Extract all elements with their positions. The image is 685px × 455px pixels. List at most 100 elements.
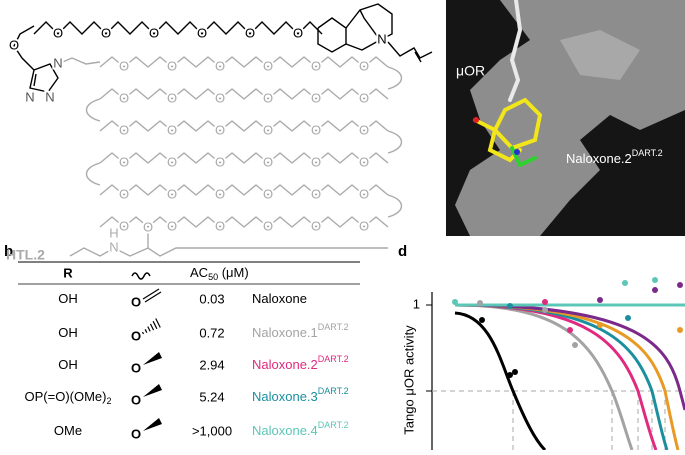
ac50-value: 2.94: [199, 357, 224, 372]
atom-label: O: [119, 218, 129, 233]
dose-response-plot: 1 Tango μOR activity: [401, 277, 685, 452]
ac50-value: 0.03: [199, 291, 224, 306]
tag-label: HTL.2: [6, 247, 45, 263]
ac-sub: 50: [208, 272, 218, 282]
bond: [144, 329, 148, 333]
atom-label: O: [311, 186, 321, 201]
peg-bond: [99, 216, 389, 228]
atom-label: O: [101, 25, 111, 40]
ring: [345, 3, 393, 41]
atom-label: O: [131, 328, 141, 343]
name: Naloxone.1: [252, 325, 318, 340]
compound-name: Naloxone.2DART.2: [252, 354, 349, 372]
atom-label: O: [359, 58, 369, 73]
r-text: OP(=O)(OMe): [25, 389, 107, 404]
panel-label: d: [398, 243, 407, 260]
ac: AC: [190, 265, 208, 280]
r-sub: 2: [106, 396, 111, 406]
peg-bond: [99, 184, 389, 196]
r-group: OP(=O)(OMe)2: [25, 389, 112, 406]
bond: [144, 291, 162, 303]
r-text: OMe: [54, 423, 82, 438]
bond: [149, 323, 155, 331]
name-sup: DART.2: [318, 420, 349, 430]
peg-bond: [99, 152, 389, 164]
atom-label: O: [119, 58, 129, 73]
header-r: R: [63, 265, 73, 280]
atom-label: O: [215, 218, 225, 233]
ac50-value: 0.72: [199, 325, 224, 340]
atom-label: O: [167, 154, 177, 169]
ac50-value: 5.24: [199, 389, 224, 404]
atom-label: O: [167, 58, 177, 73]
compound-name: Naloxone.4DART.2: [252, 420, 349, 438]
atom-label: O: [167, 218, 177, 233]
atom-label: N: [25, 89, 34, 104]
bond: [155, 318, 161, 328]
peg-bond: [33, 21, 323, 35]
nitrogen: [514, 149, 520, 155]
atom-label: O: [53, 25, 63, 40]
triazole-ring: [29, 63, 59, 93]
compound-name: Naloxone: [252, 291, 307, 306]
atom-label: O: [167, 186, 177, 201]
r-group: OMe: [54, 423, 82, 438]
atom-label: O: [359, 90, 369, 105]
points: [452, 277, 683, 378]
oxygen: [473, 117, 479, 123]
atom-label: O: [149, 25, 159, 40]
atom-label: O: [263, 154, 273, 169]
name: Naloxone.3: [252, 389, 318, 404]
atom-label: O: [263, 122, 273, 137]
ec50-lines: [512, 391, 666, 450]
bond: [143, 384, 162, 397]
atom-label: O: [131, 426, 141, 441]
peg-bond: [57, 57, 101, 65]
r-text: OH: [58, 325, 78, 340]
ligand-linker: [508, 0, 523, 102]
atom-label: O: [131, 392, 141, 407]
atom-label: O: [359, 122, 369, 137]
r-group: OH: [58, 325, 78, 340]
atom-label: O: [293, 25, 303, 40]
atom-label: O: [119, 154, 129, 169]
atom-label: O: [359, 218, 369, 233]
r-text: OH: [58, 357, 78, 372]
name-sup: DART.2: [318, 354, 349, 364]
compound-name: Naloxone.1DART.2: [252, 322, 349, 340]
bond: [143, 418, 162, 431]
r-text: OH: [58, 291, 78, 306]
atom-label: O: [119, 122, 129, 137]
amide-bond: [69, 247, 388, 257]
atom-label: O: [215, 154, 225, 169]
atom-label: O: [359, 154, 369, 169]
r-group: OH: [58, 291, 78, 306]
atom-label: O: [263, 186, 273, 201]
allyl: [414, 51, 422, 63]
peg-chain: [57, 56, 403, 257]
name-sup: DART.2: [318, 386, 349, 396]
ligand-sup: DART.2: [632, 148, 663, 158]
atom-label: N: [53, 55, 62, 70]
atom-label: O: [215, 90, 225, 105]
y-tick-label: 1: [413, 296, 420, 311]
atom-label: O: [143, 219, 153, 234]
atom-label: N: [377, 31, 386, 46]
atom-label: O: [263, 218, 273, 233]
protein-surface: [560, 30, 640, 80]
atom-label: O: [9, 37, 19, 52]
ligand-name: Naloxone.2: [566, 151, 632, 166]
peg-loop: [387, 66, 403, 90]
compound-name: Naloxone.3DART.2: [252, 386, 349, 404]
atom-label: O: [311, 58, 321, 73]
panel-label: b: [4, 243, 13, 260]
name: Naloxone.2: [252, 357, 318, 372]
atom-label: O: [245, 25, 255, 40]
atom-label: O: [215, 58, 225, 73]
structure-image: μOR Naloxone.2DART.2: [446, 0, 685, 236]
atom-label: N: [45, 89, 54, 104]
atom-label: O: [311, 90, 321, 105]
bond: [33, 73, 37, 87]
ac-unit: (μM): [218, 265, 249, 280]
